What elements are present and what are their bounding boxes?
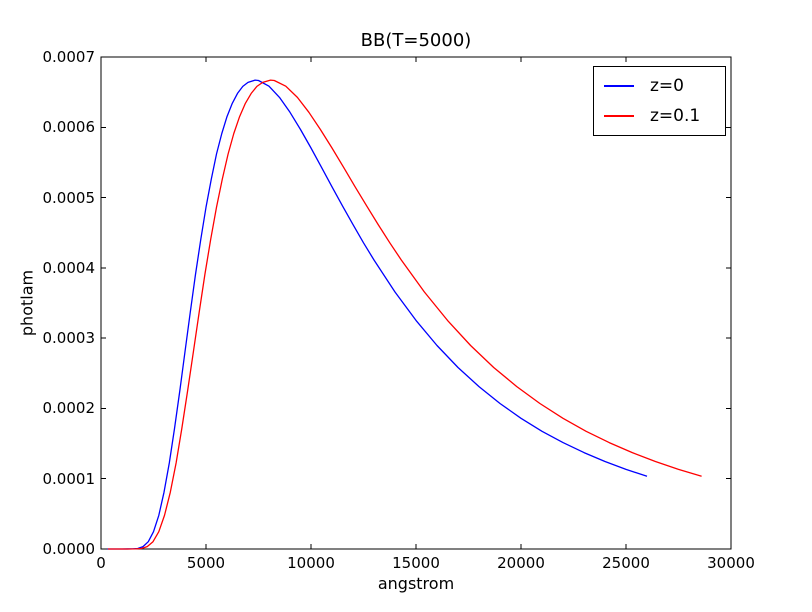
y-tick-label: 0.0002 xyxy=(42,399,96,418)
y-tick-label: 0.0007 xyxy=(42,48,96,66)
chart-title: BB(T=5000) xyxy=(360,30,472,51)
x-tick-label: 20000 xyxy=(497,554,545,572)
x-tick-label: 30000 xyxy=(707,554,755,572)
y-axis-label: photlam xyxy=(17,269,37,337)
y-tick-label: 0.0003 xyxy=(42,329,96,348)
legend-line-sample-red xyxy=(604,115,634,117)
legend-label-z0: z=0 xyxy=(650,76,684,96)
legend-label-z01: z=0.1 xyxy=(650,106,701,126)
series-line-z01 xyxy=(107,79,702,550)
legend-entry-z01: z=0.1 xyxy=(604,103,715,129)
x-tick-label: 15000 xyxy=(392,554,440,572)
y-tick-label: 0.0006 xyxy=(42,118,96,137)
y-tick-label: 0.0000 xyxy=(42,540,96,558)
legend-entry-z0: z=0 xyxy=(604,73,715,99)
legend: z=0 z=0.1 xyxy=(593,66,726,136)
x-axis-label: angstrom xyxy=(377,574,455,593)
x-tick-label: 25000 xyxy=(602,554,650,572)
y-tick-label: 0.0004 xyxy=(42,258,96,277)
y-tick-label: 0.0001 xyxy=(42,469,96,488)
series-line-z0 xyxy=(107,79,648,550)
x-tick-label: 10000 xyxy=(287,554,335,572)
x-tick-label: 5000 xyxy=(186,554,226,572)
y-tick-label: 0.0005 xyxy=(42,188,96,207)
x-tick-label: 0 xyxy=(96,554,106,572)
legend-line-sample-blue xyxy=(604,85,634,87)
